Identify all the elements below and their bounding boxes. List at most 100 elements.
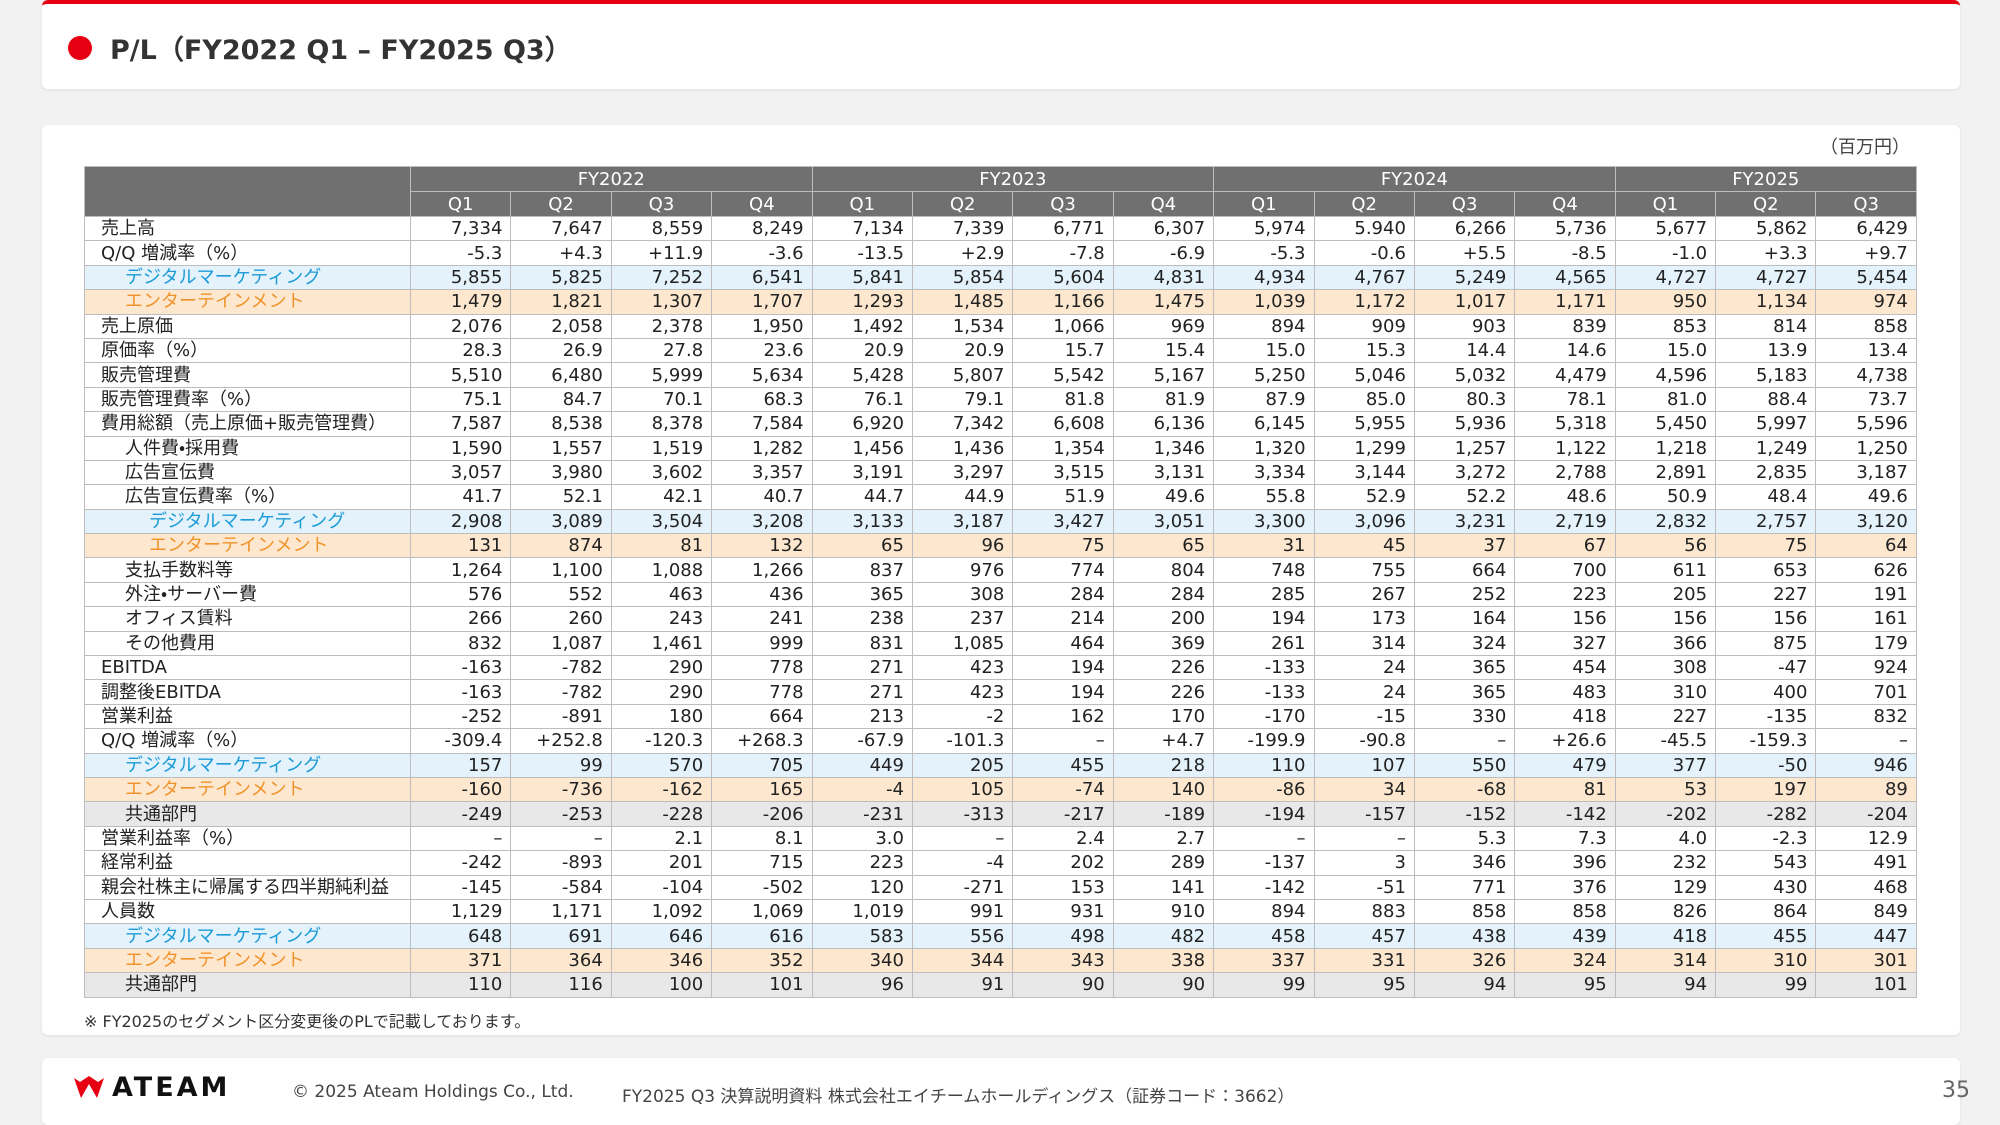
row-label: Q/Q 増減率（%） bbox=[84, 240, 411, 266]
cell: 214 bbox=[1012, 606, 1114, 632]
copyright: © 2025 Ateam Holdings Co., Ltd. bbox=[292, 1082, 574, 1102]
cell: 1,218 bbox=[1614, 435, 1717, 461]
cell: 223 bbox=[811, 850, 913, 876]
cell: 338 bbox=[1112, 947, 1215, 974]
cell: 705 bbox=[711, 752, 813, 778]
cell: 290 bbox=[610, 655, 713, 681]
cell: 49.6 bbox=[1815, 484, 1917, 510]
cell: 15.3 bbox=[1313, 337, 1415, 364]
year-header: FY2025 bbox=[1614, 166, 1917, 192]
cell: 213 bbox=[811, 703, 913, 730]
cell: 1,249 bbox=[1715, 435, 1817, 461]
cell: 105 bbox=[911, 776, 1014, 803]
cell: -157 bbox=[1313, 801, 1415, 827]
cell: 205 bbox=[911, 752, 1014, 778]
cell: 1,299 bbox=[1313, 435, 1415, 461]
cell: 7,584 bbox=[711, 411, 813, 437]
cell: 5,250 bbox=[1213, 362, 1315, 388]
cell: 65 bbox=[811, 533, 913, 559]
cell: 120 bbox=[811, 874, 913, 900]
row-label: 売上高 bbox=[84, 215, 411, 242]
year-header: FY2023 bbox=[811, 166, 1215, 192]
cell: -199.9 bbox=[1213, 728, 1315, 754]
cell: 81 bbox=[1514, 776, 1616, 803]
cell: 227 bbox=[1715, 581, 1817, 608]
year-header: FY2022 bbox=[410, 166, 813, 192]
cell: 903 bbox=[1413, 313, 1516, 339]
cell: 131 bbox=[409, 533, 512, 559]
cell: 170 bbox=[1112, 703, 1215, 730]
cell: -242 bbox=[409, 850, 512, 876]
quarter-header: Q4 bbox=[1514, 191, 1616, 217]
cell: 369 bbox=[1112, 630, 1215, 657]
cell: +268.3 bbox=[711, 728, 813, 754]
table-row: 広告宣伝費 3,057 3,980 3,602 3,357 3,191 3,297 3,515… bbox=[84, 459, 1917, 486]
cell: 51.9 bbox=[1012, 484, 1114, 510]
cell: -51 bbox=[1313, 874, 1415, 900]
row-label: デジタルマーケティング bbox=[84, 264, 411, 291]
cell: 7,252 bbox=[610, 264, 713, 291]
cell: 3 bbox=[1313, 850, 1415, 876]
table-row: デジタルマーケティング 2,908 3,089 3,504 3,208 3,133 3,18… bbox=[84, 508, 1917, 535]
cell: 365 bbox=[1413, 679, 1516, 705]
cell: 164 bbox=[1413, 606, 1516, 632]
cell: 4,767 bbox=[1313, 264, 1415, 291]
cell: 5,999 bbox=[610, 362, 713, 388]
cell: 81.9 bbox=[1112, 386, 1215, 413]
cell: 26.9 bbox=[510, 337, 612, 364]
cell: 80.3 bbox=[1413, 386, 1516, 413]
cell: 2,832 bbox=[1614, 508, 1717, 535]
cell: 2,378 bbox=[610, 313, 713, 339]
cell: -7.8 bbox=[1012, 240, 1114, 266]
cell: 101 bbox=[711, 972, 813, 998]
row-label: 共通部門 bbox=[84, 972, 411, 998]
cell: 12.9 bbox=[1815, 825, 1917, 852]
cell: -1.0 bbox=[1614, 240, 1717, 266]
cell: 468 bbox=[1815, 874, 1917, 900]
cell: 6,266 bbox=[1413, 215, 1516, 242]
cell: 94 bbox=[1614, 972, 1717, 998]
row-label: エンターテインメント bbox=[84, 776, 411, 803]
table-row: Q/Q 増減率（%） -309.4 +252.8 -120.3 +268.3 -67.9-… bbox=[84, 728, 1917, 754]
cell: 3,187 bbox=[911, 508, 1014, 535]
table-row: 原価率（%） 28.3 26.9 27.8 23.6 20.9 20.9 15.7 15.4 15… bbox=[84, 337, 1917, 364]
cell: 5,634 bbox=[711, 362, 813, 388]
cell: 858 bbox=[1413, 898, 1516, 925]
cell: 858 bbox=[1514, 898, 1616, 925]
cell: -309.4 bbox=[409, 728, 512, 754]
cell: 6,145 bbox=[1213, 411, 1315, 437]
row-label: 親会社株主に帰属する四半期純利益 bbox=[84, 874, 411, 900]
cell: -249 bbox=[409, 801, 512, 827]
cell: 314 bbox=[1614, 947, 1717, 974]
cell: -45.5 bbox=[1614, 728, 1717, 754]
cell: -313 bbox=[911, 801, 1014, 827]
table-row: 支払手数料等 1,264 1,100 1,088 1,266 837 976 774 804 74… bbox=[84, 557, 1917, 583]
cell: 5,862 bbox=[1715, 215, 1817, 242]
cell: 3.0 bbox=[811, 825, 913, 852]
cell: 343 bbox=[1012, 947, 1114, 974]
quarter-header: Q3 bbox=[1012, 191, 1114, 217]
cell: 864 bbox=[1715, 898, 1817, 925]
cell: 931 bbox=[1012, 898, 1114, 925]
cell: 52.9 bbox=[1313, 484, 1415, 510]
cell: 68.3 bbox=[711, 386, 813, 413]
table-row: その他費用 832 1,087 1,461 999 831 1,085 464 369 261 31… bbox=[84, 630, 1917, 657]
quarter-header: Q4 bbox=[1112, 191, 1215, 217]
cell: 5,955 bbox=[1313, 411, 1415, 437]
table-row: オフィス賃料 266 260 243 241 238 237 214 200 194 173 164 1… bbox=[84, 606, 1917, 632]
table-row: 売上原価 2,076 2,058 2,378 1,950 1,492 1,534 1,066 9… bbox=[84, 313, 1917, 339]
row-label: 販売管理費率（%） bbox=[84, 386, 411, 413]
table-row: デジタルマーケティング 5,855 5,825 7,252 6,541 5,841 5,85… bbox=[84, 264, 1917, 291]
cell: -782 bbox=[510, 679, 612, 705]
cell: 310 bbox=[1715, 947, 1817, 974]
cell: 3,504 bbox=[610, 508, 713, 535]
cell: 2.4 bbox=[1012, 825, 1114, 852]
cell: 974 bbox=[1815, 289, 1917, 315]
row-label: デジタルマーケティング bbox=[84, 508, 411, 535]
cell: 6,480 bbox=[510, 362, 612, 388]
table-row: 広告宣伝費率（%） 41.7 52.1 42.1 40.7 44.7 44.9 51.9 49.… bbox=[84, 484, 1917, 510]
cell: 3,051 bbox=[1112, 508, 1215, 535]
cell: 5,854 bbox=[911, 264, 1014, 291]
cell: 340 bbox=[811, 947, 913, 974]
cell: 346 bbox=[610, 947, 713, 974]
